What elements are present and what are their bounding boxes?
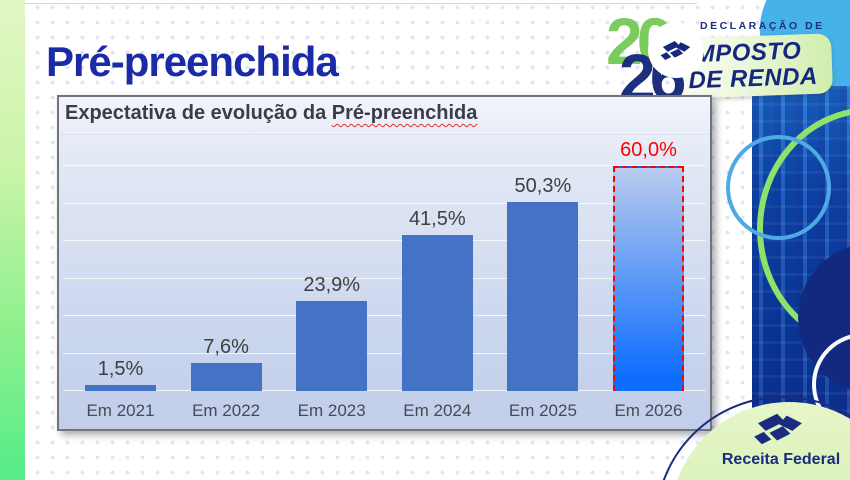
chart-title-divider — [59, 134, 710, 135]
gridline — [63, 165, 706, 166]
gridline — [63, 315, 706, 316]
bar-em-2023 — [296, 301, 368, 391]
left-green-accent-strip — [0, 0, 25, 480]
bar-em-2024 — [401, 235, 473, 391]
gridline — [63, 277, 706, 279]
x-axis-label: Em 2026 — [614, 401, 683, 420]
gridline — [63, 240, 706, 241]
x-axis-label: Em 2021 — [86, 401, 155, 420]
bar-em-2025 — [507, 202, 579, 391]
bar-value-label: 7,6% — [203, 335, 249, 358]
brand-tagline: DECLARAÇÃO DE — [700, 20, 825, 32]
x-axis-label: Em 2023 — [297, 401, 366, 420]
chart-title-emphasis: Pré-preenchida — [331, 102, 478, 124]
decor-teal-ring — [726, 135, 831, 240]
x-axis-label: Em 2025 — [508, 401, 577, 420]
bar-em-2021 — [85, 385, 156, 391]
gridline — [63, 390, 706, 391]
bar-value-label: 60,0% — [620, 139, 677, 161]
page-title: Pré-preenchida — [46, 38, 339, 85]
receita-emblem-icon — [660, 40, 691, 60]
bar-value-label: 41,5% — [408, 208, 466, 231]
chart-title: Expectativa de evolução da Pré-preenchid… — [65, 102, 477, 125]
chart-title-prefix: Expectativa de evolução da — [65, 102, 332, 124]
chart-panel: Expectativa de evolução da Pré-preenchid… — [57, 95, 712, 431]
receita-federal-label: Receita Federal — [721, 451, 841, 468]
receita-emblem-icon — [754, 413, 802, 445]
chart-plot: 1,5% Em 2021 7,6% Em 2022 23,9% Em 2023 41,5% E… — [59, 97, 710, 429]
gridline — [63, 352, 706, 354]
top-divider-line — [25, 3, 697, 4]
x-axis-label: Em 2024 — [403, 401, 472, 420]
bar-em-2022 — [190, 362, 262, 391]
brand-product-line2: DE RENDA — [688, 62, 819, 95]
bar-value-label: 50,3% — [514, 175, 572, 198]
gridline — [63, 202, 706, 204]
brand-product-name: IMPOSTO DE RENDA — [687, 37, 819, 95]
bar-value-label: 1,5% — [97, 358, 144, 381]
bar-value-label: 23,9% — [303, 274, 361, 297]
bar-em-2026 — [613, 166, 684, 391]
x-axis-label: Em 2022 — [192, 401, 261, 420]
brand-logo-circle — [648, 22, 704, 78]
